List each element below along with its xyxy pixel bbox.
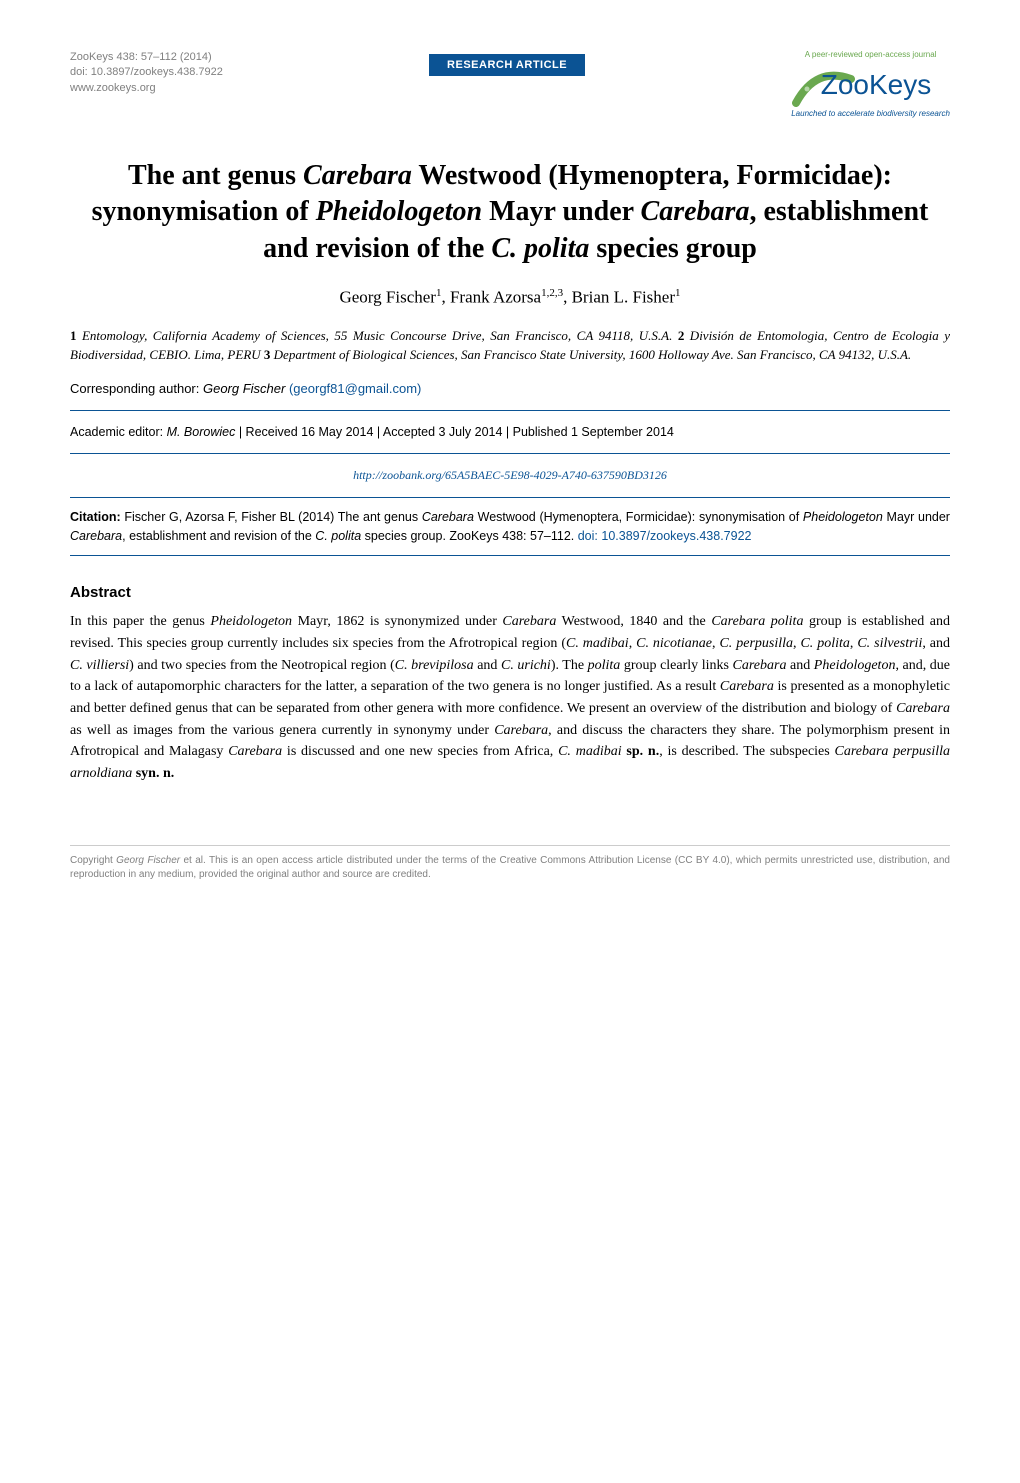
logo-wordmark: ZooKeys — [821, 69, 932, 101]
rule-bottom — [70, 555, 950, 556]
article-type-badge: RESEARCH ARTICLE — [429, 54, 585, 76]
corresponding-label: Corresponding author: — [70, 381, 203, 396]
corresponding-email[interactable]: (georgf81@gmail.com) — [289, 381, 421, 396]
corresponding-author: Corresponding author: Georg Fischer (geo… — [70, 381, 950, 396]
zoobank-link[interactable]: http://zoobank.org/65A5BAEC-5E98-4029-A7… — [353, 468, 667, 482]
footer-rule — [70, 845, 950, 846]
logo-graphic: ZooKeys — [791, 61, 931, 111]
page-header: ZooKeys 438: 57–112 (2014) doi: 10.3897/… — [70, 50, 950, 118]
journal-citation: ZooKeys 438: 57–112 (2014) — [70, 50, 223, 65]
citation-block: Citation: Fischer G, Azorsa F, Fisher BL… — [70, 508, 950, 546]
journal-doi: doi: 10.3897/zookeys.438.7922 — [70, 65, 223, 80]
article-title: The ant genus Carebara Westwood (Hymenop… — [70, 158, 950, 267]
rule-mid-1 — [70, 453, 950, 454]
authors-line: Georg Fischer1, Frank Azorsa1,2,3, Brian… — [70, 287, 950, 308]
journal-logo: A peer-reviewed open-access journal ZooK… — [791, 50, 950, 118]
zoobank-line: http://zoobank.org/65A5BAEC-5E98-4029-A7… — [70, 464, 950, 487]
rule-mid-2 — [70, 497, 950, 498]
affiliations-block: 1 Entomology, California Academy of Scie… — [70, 326, 950, 365]
citation-doi-link[interactable]: doi: 10.3897/zookeys.438.7922 — [578, 529, 752, 543]
abstract-body: In this paper the genus Pheidologeton Ma… — [70, 611, 950, 785]
copyright-line: Copyright Georg Fischer et al. This is a… — [70, 854, 950, 882]
abstract-heading: Abstract — [70, 584, 950, 601]
logo-tagline-top: A peer-reviewed open-access journal — [791, 50, 950, 59]
rule-top — [70, 410, 950, 411]
journal-url[interactable]: www.zookeys.org — [70, 82, 156, 94]
journal-meta: ZooKeys 438: 57–112 (2014) doi: 10.3897/… — [70, 50, 223, 96]
editor-dates-line: Academic editor: M. Borowiec | Received … — [70, 421, 950, 443]
corresponding-name: Georg Fischer — [203, 381, 289, 396]
